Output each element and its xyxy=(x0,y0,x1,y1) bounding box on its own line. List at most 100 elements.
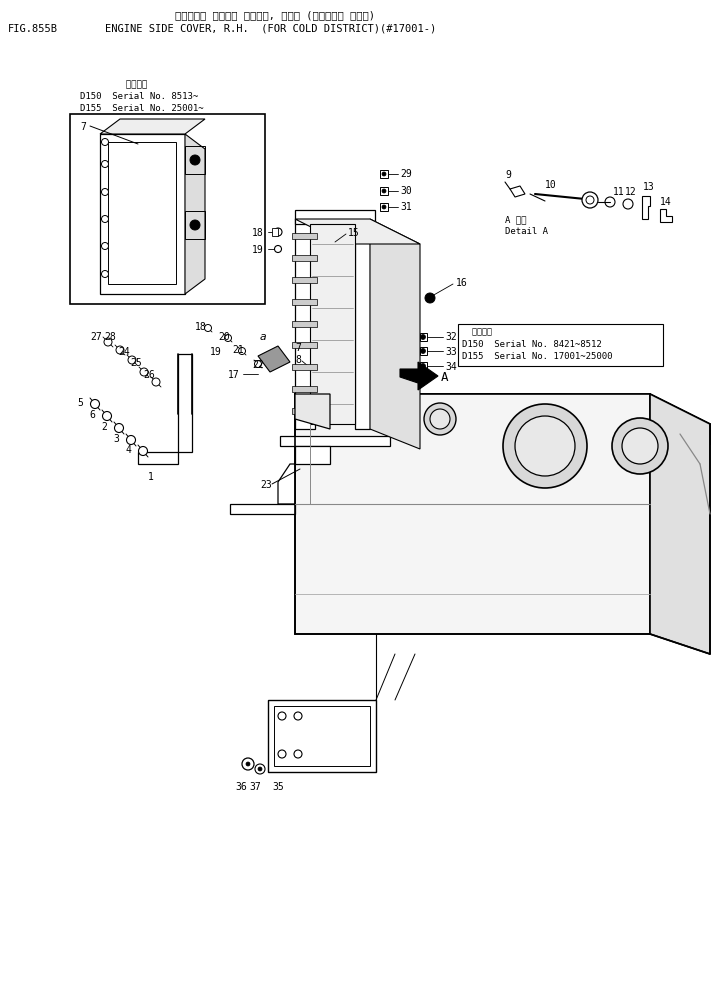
Circle shape xyxy=(612,418,668,474)
Bar xyxy=(185,212,205,240)
Text: 適用号機: 適用号機 xyxy=(115,81,147,89)
Polygon shape xyxy=(510,187,525,198)
Polygon shape xyxy=(295,220,315,429)
Text: A: A xyxy=(441,371,449,384)
Text: 11: 11 xyxy=(613,187,624,197)
Circle shape xyxy=(190,156,200,166)
Text: 1: 1 xyxy=(148,471,154,481)
Bar xyxy=(70,115,265,305)
Circle shape xyxy=(424,404,456,435)
Text: 9: 9 xyxy=(505,170,511,180)
Polygon shape xyxy=(295,446,330,464)
Circle shape xyxy=(294,713,302,721)
Polygon shape xyxy=(178,355,192,452)
Text: 24: 24 xyxy=(118,347,130,357)
Text: ENGINE SIDE COVER, R.H.  (FOR COLD DISTRICT)(#17001-): ENGINE SIDE COVER, R.H. (FOR COLD DISTRI… xyxy=(105,24,436,34)
Polygon shape xyxy=(258,347,290,373)
Text: 7: 7 xyxy=(80,122,86,132)
Circle shape xyxy=(278,750,286,758)
Text: D150  Serial No. 8513~: D150 Serial No. 8513~ xyxy=(80,92,198,101)
Bar xyxy=(292,409,317,414)
Text: 13: 13 xyxy=(643,182,655,192)
Circle shape xyxy=(294,750,302,758)
Circle shape xyxy=(421,364,426,369)
Bar xyxy=(185,147,205,175)
Circle shape xyxy=(190,221,200,231)
Bar xyxy=(292,321,317,327)
Circle shape xyxy=(275,247,281,253)
Text: 4: 4 xyxy=(125,444,131,454)
Circle shape xyxy=(102,139,108,146)
Circle shape xyxy=(204,325,211,332)
Bar xyxy=(292,343,317,349)
Circle shape xyxy=(127,436,135,445)
Text: 適用号機: 適用号機 xyxy=(462,327,492,336)
Circle shape xyxy=(115,424,123,433)
Text: 25: 25 xyxy=(130,358,142,368)
Polygon shape xyxy=(280,436,390,446)
Circle shape xyxy=(622,428,658,464)
Bar xyxy=(420,363,427,371)
Polygon shape xyxy=(660,210,672,223)
Circle shape xyxy=(102,217,108,224)
Circle shape xyxy=(421,349,426,354)
Circle shape xyxy=(104,339,112,347)
Polygon shape xyxy=(295,395,710,444)
Circle shape xyxy=(258,767,262,771)
Text: 23: 23 xyxy=(260,479,272,489)
Circle shape xyxy=(382,190,386,194)
Circle shape xyxy=(102,244,108,250)
Text: 36: 36 xyxy=(235,781,247,791)
Circle shape xyxy=(515,416,575,476)
Circle shape xyxy=(254,361,261,368)
Circle shape xyxy=(103,413,112,421)
Text: 33: 33 xyxy=(445,347,457,357)
Bar xyxy=(268,701,376,772)
Text: 14: 14 xyxy=(660,197,671,207)
Circle shape xyxy=(255,764,265,774)
Text: 19: 19 xyxy=(210,347,221,357)
Circle shape xyxy=(102,189,108,196)
Circle shape xyxy=(278,713,286,721)
Text: 16: 16 xyxy=(456,277,468,287)
Polygon shape xyxy=(370,220,420,449)
Circle shape xyxy=(503,405,587,488)
Text: D155  Serial No. 25001~: D155 Serial No. 25001~ xyxy=(80,104,204,113)
Polygon shape xyxy=(100,120,205,135)
Bar xyxy=(292,387,317,393)
Polygon shape xyxy=(295,220,420,245)
Polygon shape xyxy=(278,464,295,505)
Polygon shape xyxy=(355,220,370,429)
Text: A 詳細: A 詳細 xyxy=(505,216,526,225)
Text: 10: 10 xyxy=(545,180,557,190)
Circle shape xyxy=(116,347,124,355)
Text: 12: 12 xyxy=(625,187,637,197)
Text: 18: 18 xyxy=(195,322,206,332)
Text: a: a xyxy=(260,332,267,342)
Bar xyxy=(292,365,317,371)
Polygon shape xyxy=(642,197,650,220)
Text: 15: 15 xyxy=(348,228,360,238)
Circle shape xyxy=(224,335,231,342)
Bar xyxy=(108,143,176,284)
Circle shape xyxy=(586,197,594,205)
Bar xyxy=(380,188,388,196)
Circle shape xyxy=(430,410,450,429)
Bar xyxy=(458,325,663,367)
Bar xyxy=(292,299,317,305)
Text: 35: 35 xyxy=(272,781,284,791)
Text: 7: 7 xyxy=(295,343,301,353)
Polygon shape xyxy=(310,225,355,424)
Text: 17: 17 xyxy=(228,370,240,380)
Polygon shape xyxy=(185,135,205,294)
Circle shape xyxy=(382,173,386,177)
Text: 27: 27 xyxy=(90,332,102,342)
Circle shape xyxy=(152,379,160,387)
Text: 28: 28 xyxy=(104,332,116,342)
Text: 21: 21 xyxy=(232,345,244,355)
Circle shape xyxy=(139,447,147,456)
Circle shape xyxy=(102,271,108,278)
Text: 31: 31 xyxy=(400,202,412,212)
Circle shape xyxy=(246,762,250,766)
Bar xyxy=(292,277,317,283)
